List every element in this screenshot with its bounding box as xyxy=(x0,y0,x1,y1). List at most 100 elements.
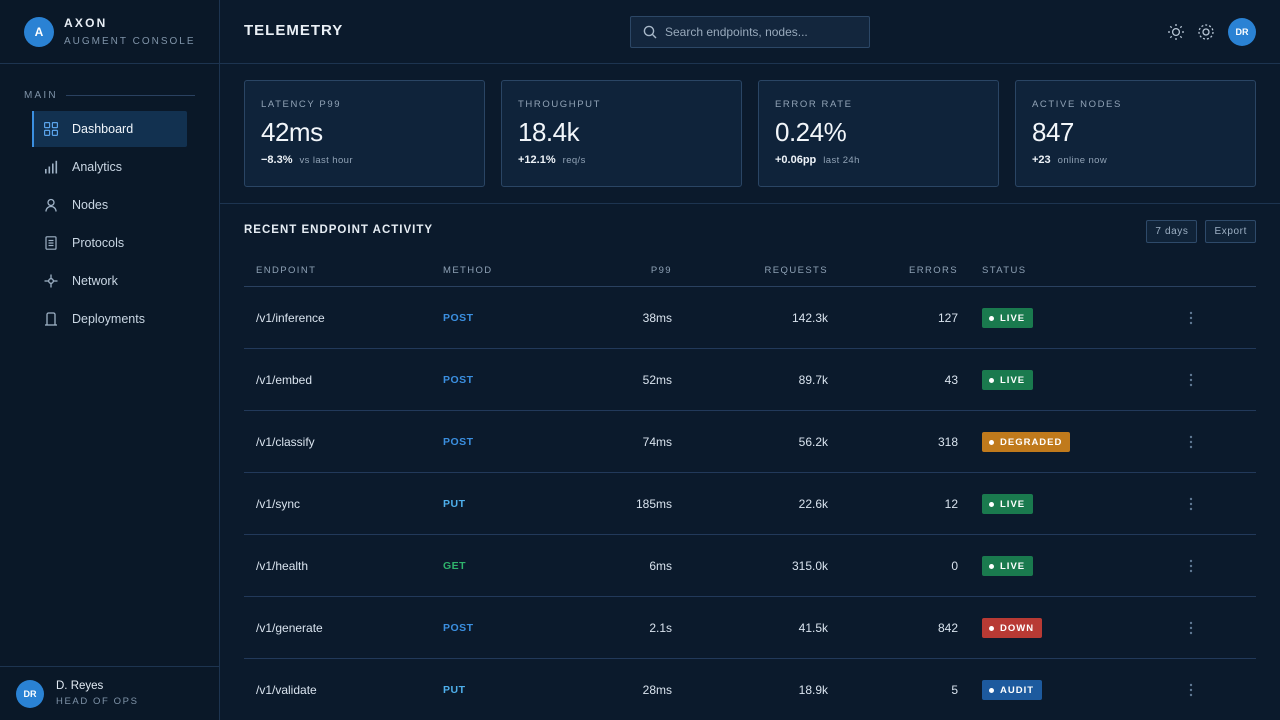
kpi-label: ERROR RATE xyxy=(775,99,853,110)
kpi-note: online now xyxy=(1057,155,1108,166)
nav-list: Dashboard Analytics Nodes xyxy=(0,109,219,337)
table-row[interactable]: /v1/health GET 6ms 315.0k 0 LIVE xyxy=(244,535,1256,597)
table-row[interactable]: /v1/validate PUT 28ms 18.9k 5 AUDIT xyxy=(244,659,1256,720)
error-count: 5 xyxy=(951,683,958,697)
status-label: LIVE xyxy=(1000,312,1026,324)
column-header-method[interactable]: METHOD xyxy=(443,265,493,276)
loading-spinner-icon[interactable] xyxy=(1196,22,1216,42)
header-avatar[interactable]: DR xyxy=(1228,18,1256,46)
section-actions: 7 days Export xyxy=(1138,220,1256,243)
kpi-card-latency: LATENCY P99 42ms −8.3% vs last hour xyxy=(244,80,485,187)
p99-latency: 28ms xyxy=(642,683,672,697)
more-options-icon[interactable] xyxy=(1184,371,1198,389)
export-button[interactable]: Export xyxy=(1205,220,1256,243)
endpoint-path: /v1/health xyxy=(256,559,309,573)
column-header-p99[interactable]: P99 xyxy=(650,265,672,276)
p99-latency: 52ms xyxy=(642,373,672,387)
table-body: /v1/inference POST 38ms 142.3k 127 LIVE/v1/em… xyxy=(244,287,1256,720)
http-method: POST xyxy=(443,622,474,634)
table-row[interactable]: /v1/embed POST 52ms 89.7k 43 LIVE xyxy=(244,349,1256,411)
kpi-label: LATENCY P99 xyxy=(261,99,342,110)
column-header-endpoint[interactable]: ENDPOINT xyxy=(256,265,317,276)
sidebar-item-dashboard[interactable]: Dashboard xyxy=(32,111,187,147)
sidebar-item-protocols[interactable]: Protocols xyxy=(32,225,187,261)
user-role: HEAD OF OPS xyxy=(56,696,139,707)
status-badge-cell: DEGRADED xyxy=(982,432,1071,452)
more-options-icon[interactable] xyxy=(1184,495,1198,513)
table-header: ENDPOINT METHOD P99 REQUESTS ERRORS STAT… xyxy=(244,256,1256,287)
sidebar-item-analytics[interactable]: Analytics xyxy=(32,149,187,185)
page-title: TELEMETRY xyxy=(244,22,344,39)
sidebar-item-label: Protocols xyxy=(72,236,125,250)
brand-logo: A xyxy=(24,16,54,47)
column-header-status[interactable]: STATUS xyxy=(982,265,1027,276)
nav-section-main: MAIN xyxy=(0,64,219,109)
request-count: 56.2k xyxy=(798,435,828,449)
http-method: POST xyxy=(443,312,474,324)
person-icon xyxy=(44,198,58,212)
status-label: AUDIT xyxy=(1000,684,1035,696)
status-badge: LIVE xyxy=(982,308,1034,328)
sidebar-item-label: Analytics xyxy=(72,160,123,174)
status-label: LIVE xyxy=(1000,498,1026,510)
more-options-icon[interactable] xyxy=(1184,557,1198,575)
request-count: 315.0k xyxy=(791,559,828,573)
brand: A AXON AUGMENT CONSOLE xyxy=(0,0,219,64)
status-label: LIVE xyxy=(1000,560,1026,572)
kpi-delta-row: −8.3% vs last hour xyxy=(261,154,468,166)
endpoint-path: /v1/sync xyxy=(256,497,301,511)
kpi-delta-row: +12.1% req/s xyxy=(518,154,725,166)
table-row[interactable]: /v1/generate POST 2.1s 41.5k 842 DOWN xyxy=(244,597,1256,659)
user-profile[interactable]: DR D. Reyes HEAD OF OPS xyxy=(0,666,219,720)
kpi-delta-row: +0.06pp last 24h xyxy=(775,154,982,166)
http-method: PUT xyxy=(443,684,466,696)
endpoint-path: /v1/inference xyxy=(256,311,325,325)
endpoint-path: /v1/validate xyxy=(256,683,317,697)
more-options-icon[interactable] xyxy=(1184,681,1198,699)
kpi-card-active-nodes: ACTIVE NODES 847 +23 online now xyxy=(1015,80,1256,187)
kpi-card-throughput: THROUGHPUT 18.4k +12.1% req/s xyxy=(501,80,742,187)
kpi-cards: LATENCY P99 42ms −8.3% vs last hour THRO… xyxy=(244,80,1256,187)
more-options-icon[interactable] xyxy=(1184,433,1198,451)
sidebar-item-label: Deployments xyxy=(72,312,145,326)
kpi-card-error-rate: ERROR RATE 0.24% +0.06pp last 24h xyxy=(758,80,999,187)
endpoint-table: ENDPOINT METHOD P99 REQUESTS ERRORS STAT… xyxy=(244,256,1256,720)
status-label: DEGRADED xyxy=(1000,436,1063,448)
http-method: POST xyxy=(443,436,474,448)
network-node-icon xyxy=(44,274,58,288)
table-row[interactable]: /v1/inference POST 38ms 142.3k 127 LIVE xyxy=(244,287,1256,349)
status-badge-cell: LIVE xyxy=(982,308,1034,328)
p99-latency: 74ms xyxy=(642,435,672,449)
user-info: D. Reyes HEAD OF OPS xyxy=(56,680,139,707)
search-input[interactable] xyxy=(665,25,855,39)
endpoint-path: /v1/generate xyxy=(256,621,323,635)
status-badge-cell: LIVE xyxy=(982,494,1034,514)
section-title: RECENT ENDPOINT ACTIVITY xyxy=(244,224,434,236)
more-options-icon[interactable] xyxy=(1184,619,1198,637)
sidebar-item-deployments[interactable]: Deployments xyxy=(32,301,187,337)
table-row[interactable]: /v1/classify POST 74ms 56.2k 318 DEGRADED xyxy=(244,411,1256,473)
sidebar-item-nodes[interactable]: Nodes xyxy=(32,187,187,223)
kpi-value: 0.24% xyxy=(775,117,847,147)
p99-latency: 2.1s xyxy=(649,621,672,635)
sidebar-item-network[interactable]: Network xyxy=(32,263,187,299)
column-header-errors[interactable]: ERRORS xyxy=(908,265,958,276)
error-count: 842 xyxy=(937,621,958,635)
table-row[interactable]: /v1/sync PUT 185ms 22.6k 12 LIVE xyxy=(244,473,1256,535)
kpi-note: req/s xyxy=(562,155,586,166)
more-options-icon[interactable] xyxy=(1184,309,1198,327)
document-icon xyxy=(44,236,58,250)
top-header: TELEMETRY DR xyxy=(220,0,1280,64)
search-box[interactable] xyxy=(630,16,870,48)
bar-chart-icon xyxy=(44,160,58,174)
sidebar-item-label: Network xyxy=(72,274,118,288)
p99-latency: 38ms xyxy=(642,311,672,325)
sun-icon[interactable] xyxy=(1166,22,1186,42)
column-header-requests[interactable]: REQUESTS xyxy=(764,265,828,276)
sidebar-item-label: Nodes xyxy=(72,198,109,212)
kpi-note: vs last hour xyxy=(299,155,353,166)
status-badge-cell: AUDIT xyxy=(982,680,1043,700)
sidebar-item-label: Dashboard xyxy=(72,122,134,136)
kpi-delta-row: +23 online now xyxy=(1032,154,1239,166)
date-range-button[interactable]: 7 days xyxy=(1146,220,1198,243)
